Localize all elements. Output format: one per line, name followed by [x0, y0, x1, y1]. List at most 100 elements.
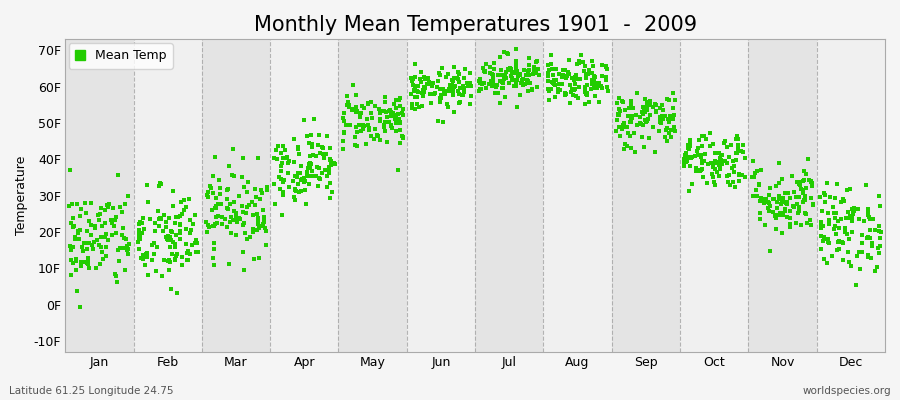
- Point: [153, 216, 167, 223]
- Point: [677, 159, 691, 166]
- Bar: [612, 39, 680, 352]
- Point: [680, 159, 694, 166]
- Point: [562, 70, 577, 77]
- Point: [116, 245, 130, 252]
- Point: [717, 138, 732, 144]
- Point: [874, 229, 888, 236]
- Point: [74, 259, 88, 266]
- Point: [161, 257, 176, 264]
- Point: [600, 84, 615, 90]
- Point: [736, 142, 751, 148]
- Point: [694, 152, 708, 158]
- Point: [463, 100, 477, 107]
- Point: [648, 109, 662, 116]
- Point: [131, 234, 146, 240]
- Point: [656, 116, 670, 122]
- Point: [452, 79, 466, 86]
- Point: [442, 86, 456, 92]
- Point: [377, 108, 392, 114]
- Point: [74, 206, 88, 212]
- Point: [388, 116, 402, 122]
- Point: [340, 101, 355, 107]
- Point: [93, 261, 107, 268]
- Point: [588, 73, 602, 80]
- Point: [705, 170, 719, 177]
- Point: [149, 268, 164, 274]
- Point: [753, 195, 768, 201]
- Point: [757, 196, 771, 202]
- Point: [719, 144, 733, 151]
- Point: [413, 76, 428, 82]
- Point: [578, 63, 592, 70]
- Point: [184, 227, 198, 233]
- Point: [98, 206, 112, 213]
- Point: [668, 128, 682, 135]
- Point: [581, 99, 596, 105]
- Point: [405, 76, 419, 82]
- Point: [86, 239, 101, 246]
- Point: [170, 214, 184, 220]
- Point: [349, 142, 364, 149]
- Point: [559, 75, 573, 81]
- Point: [511, 72, 526, 78]
- Point: [727, 183, 742, 190]
- Point: [491, 90, 506, 96]
- Point: [306, 152, 320, 158]
- Point: [847, 208, 861, 214]
- Point: [236, 209, 250, 215]
- Point: [613, 108, 627, 115]
- Point: [373, 116, 387, 122]
- Point: [500, 49, 514, 56]
- Point: [324, 160, 338, 166]
- Point: [454, 85, 468, 91]
- Point: [68, 258, 83, 264]
- Point: [772, 180, 787, 186]
- Point: [456, 88, 471, 95]
- Point: [98, 220, 112, 226]
- Point: [642, 99, 656, 105]
- Point: [71, 230, 86, 236]
- Point: [304, 141, 319, 147]
- Point: [173, 221, 187, 228]
- Point: [299, 201, 313, 207]
- Point: [851, 249, 866, 255]
- Point: [356, 126, 370, 132]
- Point: [502, 79, 517, 86]
- Point: [360, 122, 374, 128]
- Point: [392, 103, 407, 110]
- Point: [495, 80, 509, 86]
- Point: [321, 166, 336, 172]
- Point: [774, 229, 788, 236]
- Point: [558, 92, 572, 98]
- Point: [69, 256, 84, 262]
- Point: [496, 80, 510, 86]
- Point: [310, 173, 324, 180]
- Point: [775, 176, 789, 182]
- Point: [132, 246, 147, 252]
- Point: [730, 142, 744, 148]
- Point: [616, 99, 631, 105]
- Point: [85, 241, 99, 248]
- Point: [852, 216, 867, 223]
- Point: [551, 86, 565, 92]
- Point: [359, 115, 374, 122]
- Point: [712, 173, 726, 179]
- Point: [796, 187, 810, 194]
- Point: [667, 112, 681, 118]
- Point: [81, 240, 95, 246]
- Point: [478, 68, 492, 75]
- Point: [424, 100, 438, 106]
- Point: [530, 66, 544, 73]
- Point: [760, 204, 775, 211]
- Point: [456, 84, 471, 91]
- Point: [580, 92, 594, 98]
- Point: [701, 160, 716, 167]
- Point: [191, 248, 205, 255]
- Point: [81, 255, 95, 262]
- Point: [92, 242, 106, 248]
- Point: [745, 174, 760, 180]
- Point: [122, 241, 137, 248]
- Point: [241, 202, 256, 208]
- Point: [814, 233, 828, 239]
- Point: [834, 199, 849, 206]
